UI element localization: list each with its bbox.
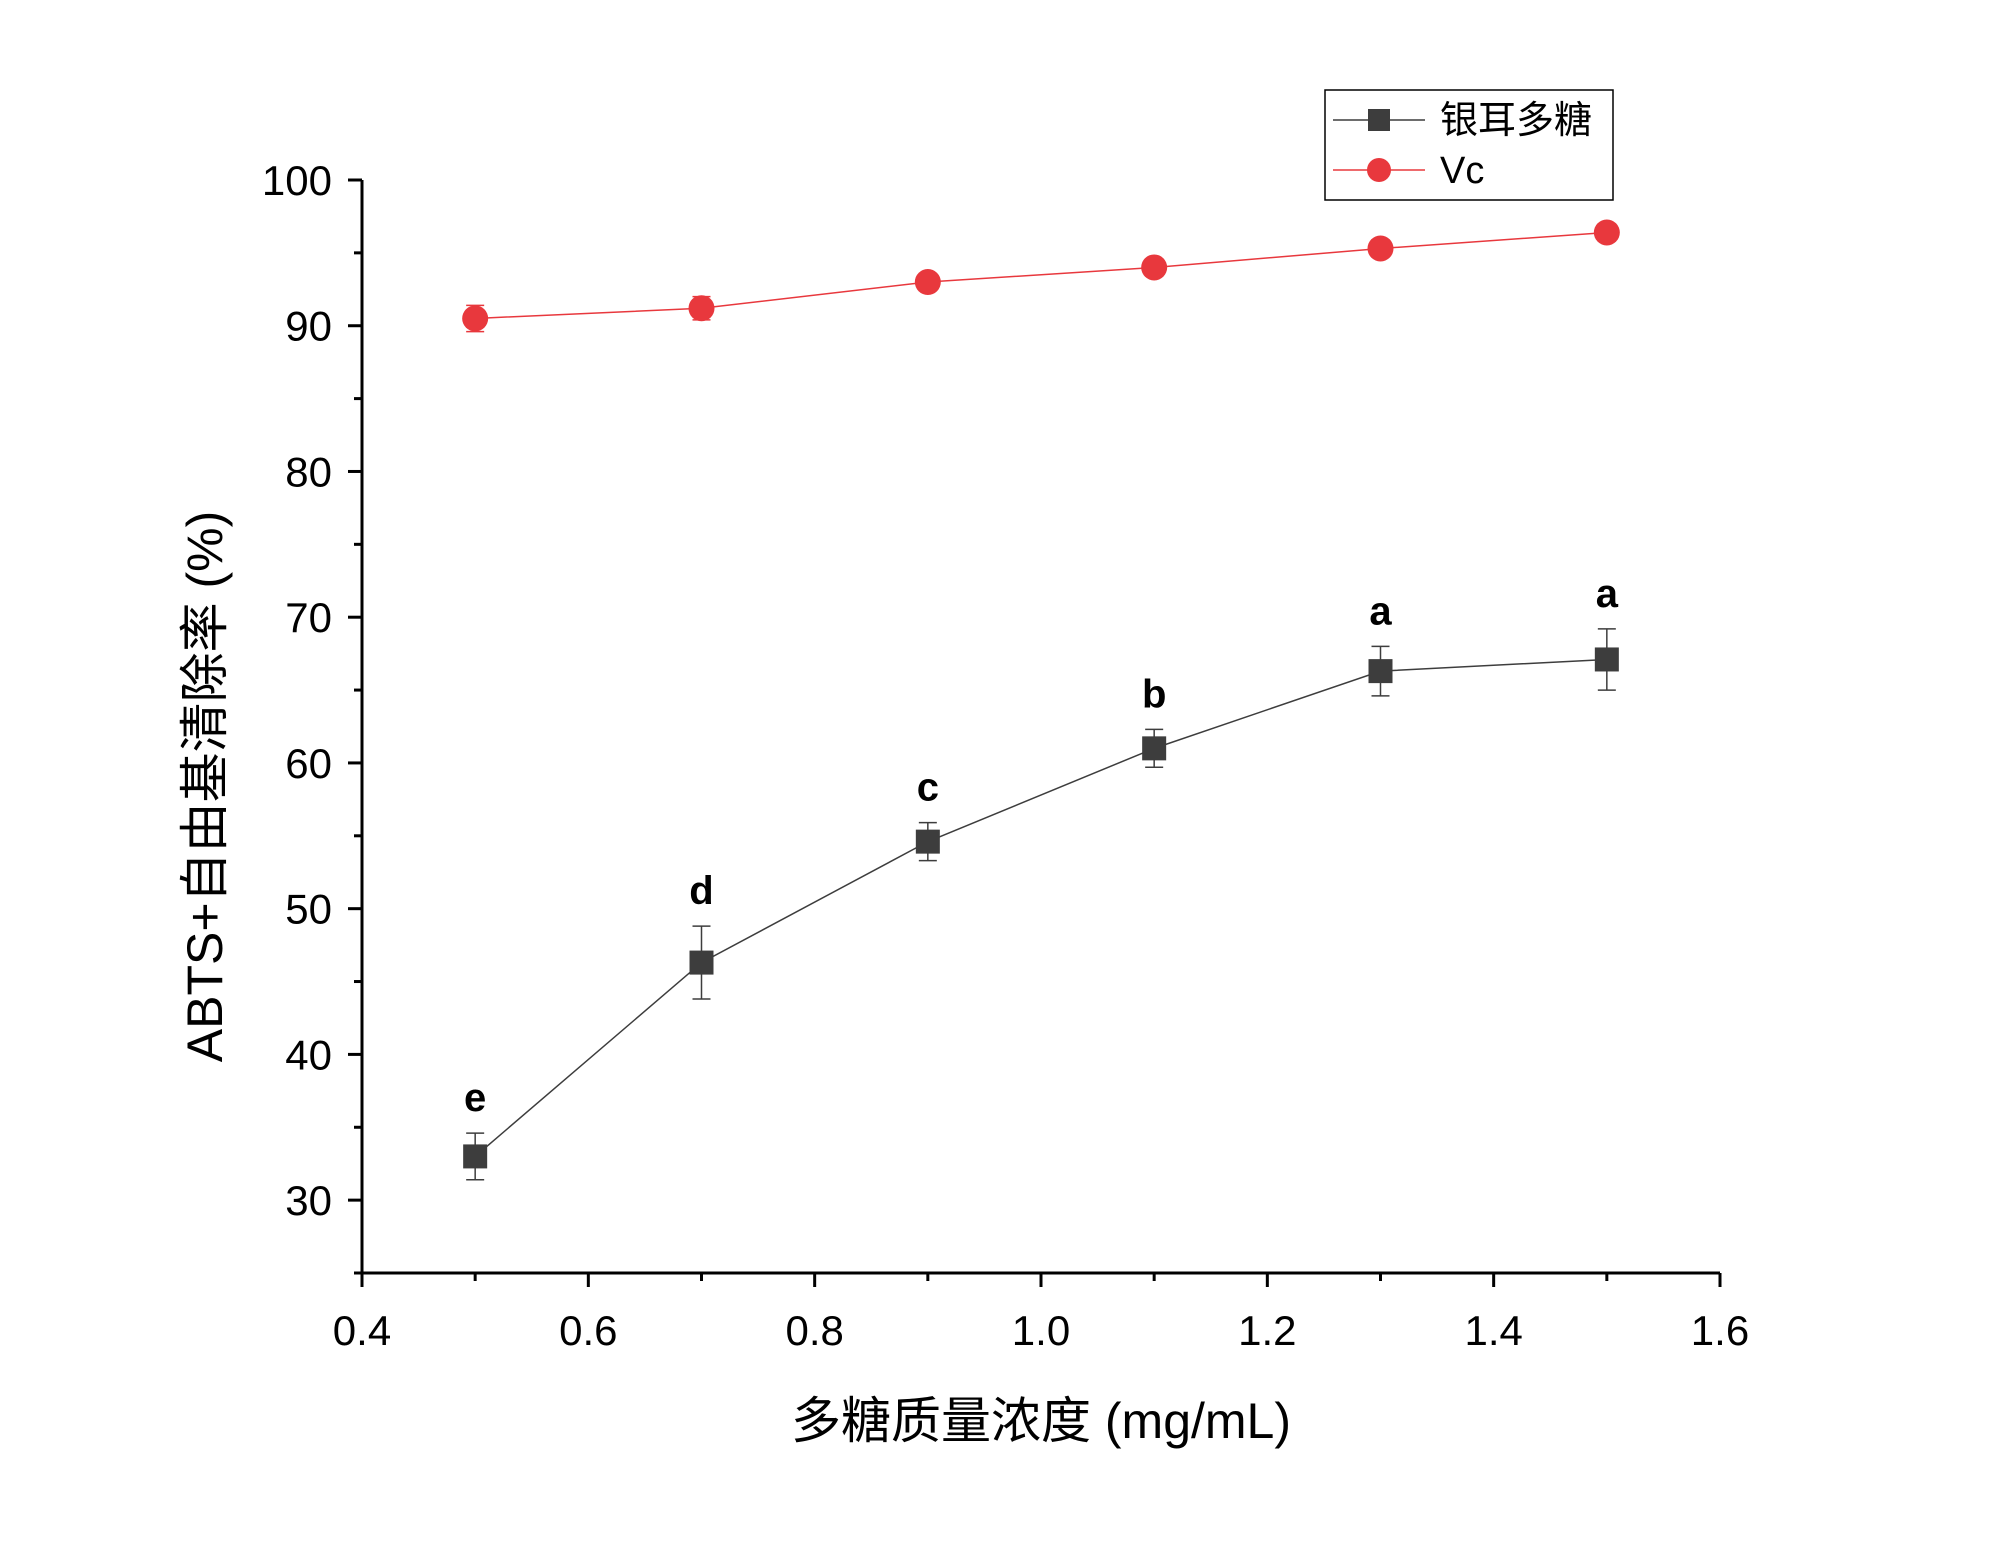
series-line-tremella <box>474 658 1607 1157</box>
y-tick-label: 30 <box>285 1177 332 1224</box>
x-axis-title: 多糖质量浓度 (mg/mL) <box>791 1393 1291 1449</box>
significance-label: a <box>1596 572 1619 616</box>
data-point-square <box>689 950 714 975</box>
axes: 0.4 0.6 0.8 1.0 1.2 1.4 1.6 30 40 50 60 70 80 90 100 <box>262 157 1749 1354</box>
legend-label: Vc <box>1440 150 1484 192</box>
x-tick-label: 0.8 <box>785 1307 843 1354</box>
y-tick-label: 100 <box>262 157 332 204</box>
significance-label: e <box>464 1076 486 1120</box>
x-tick-label: 1.4 <box>1464 1307 1522 1354</box>
y-tick-label: 90 <box>285 303 332 350</box>
significance-label: a <box>1369 589 1392 633</box>
y-axis-title: ABTS+自由基清除率 (%) <box>177 511 233 1062</box>
plot-area: e d c b a a <box>462 219 1620 1181</box>
legend-marker-circle <box>1367 158 1391 182</box>
x-tick-label: 1.2 <box>1238 1307 1296 1354</box>
x-tick-label: 0.4 <box>333 1307 391 1354</box>
data-point-square <box>915 829 940 854</box>
significance-label: d <box>689 869 713 913</box>
legend-label: 银耳多糖 <box>1440 100 1592 142</box>
legend-box <box>1324 89 1614 201</box>
data-point-square <box>1368 659 1393 684</box>
y-tick-label: 60 <box>285 740 332 787</box>
data-point-square <box>1594 647 1619 672</box>
data-point-circle <box>462 305 489 332</box>
y-tick-label: 80 <box>285 448 332 495</box>
data-point-circle <box>914 269 941 296</box>
significance-label: c <box>917 766 939 810</box>
data-point-square <box>463 1144 488 1169</box>
significance-label: b <box>1142 672 1166 716</box>
data-point-circle <box>688 295 715 322</box>
legend: 银耳多糖 Vc <box>1324 89 1614 201</box>
x-tick-label: 1.0 <box>1012 1307 1070 1354</box>
data-point-circle <box>1367 235 1394 262</box>
series-line-vc <box>475 231 1607 320</box>
data-point-circle <box>1141 254 1168 281</box>
x-tick-label: 0.6 <box>559 1307 617 1354</box>
y-tick-label: 70 <box>285 594 332 641</box>
x-tick-label: 1.6 <box>1691 1307 1749 1354</box>
data-point-circle <box>1593 219 1620 246</box>
legend-marker-square <box>1368 109 1390 131</box>
y-tick-label: 50 <box>285 886 332 933</box>
data-point-square <box>1142 736 1167 761</box>
y-tick-label: 40 <box>285 1031 332 1078</box>
